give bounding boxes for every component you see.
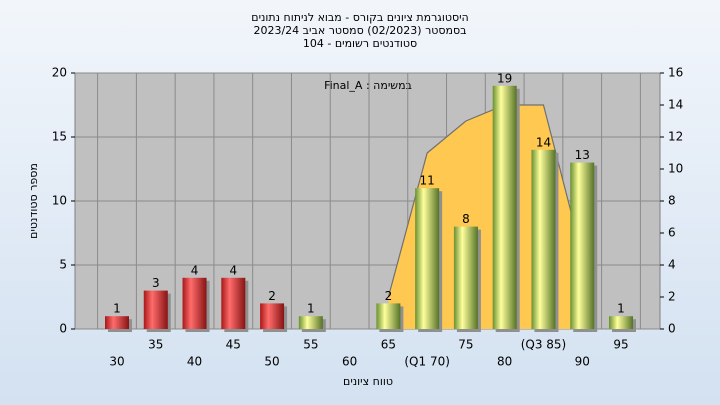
bar	[143, 290, 168, 329]
x-tick-label: 50	[264, 355, 279, 369]
x-tick-label: 75	[458, 338, 473, 352]
x-tick-label: 90	[575, 355, 590, 369]
y2-tick-label: 4	[668, 258, 676, 272]
x-tick-label: 65	[381, 338, 396, 352]
bar	[453, 226, 478, 329]
value-label: 11	[420, 174, 435, 188]
y2-tick-label: 8	[668, 194, 676, 208]
bar	[415, 188, 440, 329]
x-tick-label: 45	[226, 338, 241, 352]
value-label: 4	[191, 263, 199, 277]
bar	[221, 277, 246, 329]
y2-tick-label: 12	[668, 130, 683, 144]
value-label: 2	[385, 289, 393, 303]
bar	[260, 303, 285, 329]
value-label: 14	[536, 135, 551, 149]
y-tick-label: 15	[52, 130, 67, 144]
y-tick-label: 5	[59, 258, 67, 272]
x-tick-label: (Q3 85)	[521, 338, 567, 352]
value-label: 4	[229, 263, 237, 277]
annotation: במשימה : Final_A	[324, 79, 412, 92]
value-label: 1	[307, 302, 315, 316]
x-tick-label: (Q1 70)	[404, 355, 450, 369]
bar	[376, 303, 401, 329]
y2-tick-label: 0	[668, 322, 676, 336]
title: סטודנטים רשומים - 104	[303, 37, 417, 50]
x-tick-label: 55	[303, 338, 318, 352]
y2-tick-label: 6	[668, 226, 676, 240]
title: היסטוגרמת ציונים בקורס - מבוא לניתוח נתו…	[251, 11, 468, 24]
value-label: 2	[268, 289, 276, 303]
x-axis-label: טווח ציונים	[343, 375, 393, 388]
bar	[105, 316, 129, 329]
value-label: 13	[575, 148, 590, 162]
y-tick-label: 20	[52, 66, 67, 80]
x-tick-label: 40	[187, 355, 202, 369]
x-tick-label: 60	[342, 355, 357, 369]
x-tick-label: 95	[613, 338, 628, 352]
bar	[492, 85, 517, 329]
y-tick-label: 0	[59, 322, 67, 336]
x-tick-label: 30	[109, 355, 124, 369]
bar	[182, 277, 207, 329]
bar	[531, 149, 556, 329]
area-line	[387, 104, 583, 298]
y2-tick-label: 2	[668, 290, 676, 304]
x-tick-label: 35	[148, 338, 163, 352]
y-tick-label: 10	[52, 194, 67, 208]
y2-tick-label: 16	[668, 66, 683, 80]
bar	[609, 316, 633, 329]
bar	[570, 162, 595, 329]
x-tick-label: 80	[497, 355, 512, 369]
value-label: 1	[617, 302, 625, 316]
bar	[298, 316, 323, 329]
value-label: 8	[462, 212, 470, 226]
y2-tick-label: 10	[668, 162, 683, 176]
value-label: 19	[497, 71, 512, 85]
y2-tick-label: 14	[668, 98, 683, 112]
y-axis-label: מספר סטודנטים	[27, 163, 40, 239]
title: בסמסטר (02/2023) סמסטר אביב 2023/24	[253, 24, 466, 37]
value-label: 3	[152, 276, 160, 290]
value-label: 1	[113, 302, 121, 316]
